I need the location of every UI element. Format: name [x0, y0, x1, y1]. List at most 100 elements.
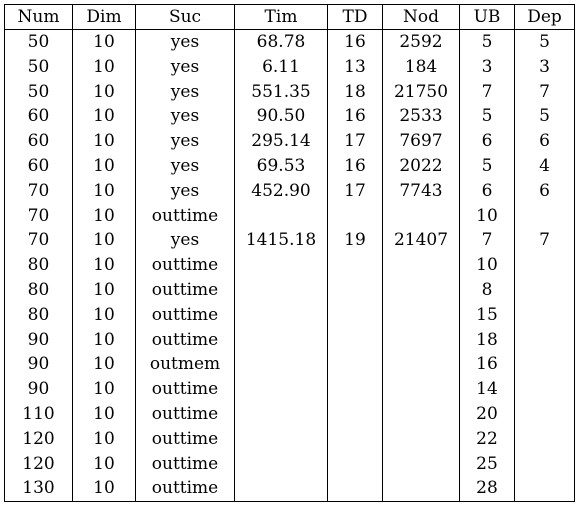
cell-suc: yes: [135, 79, 235, 105]
cell-suc: outtime: [135, 277, 235, 303]
cell-dep: [514, 426, 575, 452]
table-row: 60 10 yes 295.14 17 7697 6 6: [4, 129, 575, 154]
cell-ub: 15: [459, 302, 515, 328]
cell-td: [327, 352, 383, 378]
cell-tim: [234, 451, 328, 477]
cell-tim: [234, 352, 328, 378]
table-body: 50 10 yes 68.78 16 2592 5 5 50 10 yes 6.11 13 184 3 3 50…: [4, 29, 575, 503]
table-row: 50 10 yes 6.11 13 184 3 3: [4, 54, 575, 80]
cell-suc: outtime: [135, 302, 235, 328]
table-row: 120 10 outtime 22: [4, 426, 575, 452]
cell-suc: outtime: [135, 253, 235, 278]
cell-tim: [234, 203, 328, 229]
cell-ub: 5: [459, 29, 515, 55]
cell-num: 70: [4, 228, 73, 254]
cell-num: 80: [4, 277, 73, 303]
cell-ub: 10: [459, 253, 515, 278]
cell-num: 120: [4, 451, 73, 477]
cell-dim: 10: [72, 277, 136, 303]
table-row: 70 10 outtime 10: [4, 203, 575, 229]
cell-td: [327, 451, 383, 477]
cell-dim: 10: [72, 228, 136, 254]
cell-suc: yes: [135, 29, 235, 55]
cell-nod: 21407: [382, 228, 460, 254]
cell-tim: [234, 401, 328, 427]
table-row: 120 10 outtime 25: [4, 451, 575, 477]
cell-nod: [382, 302, 460, 328]
cell-td: [327, 327, 383, 353]
cell-ub: 8: [459, 277, 515, 303]
table-row: 60 10 yes 69.53 16 2022 5 4: [4, 153, 575, 179]
header-dim: Dim: [72, 4, 136, 30]
header-num: Num: [4, 4, 73, 30]
cell-nod: [382, 327, 460, 353]
cell-dep: [514, 401, 575, 427]
header-td: TD: [327, 4, 383, 30]
cell-ub: 18: [459, 327, 515, 353]
header-ub: UB: [459, 4, 515, 30]
cell-num: 70: [4, 203, 73, 229]
cell-nod: 184: [382, 54, 460, 80]
table-row: 110 10 outtime 20: [4, 401, 575, 427]
cell-suc: outtime: [135, 327, 235, 353]
cell-num: 70: [4, 178, 73, 204]
cell-num: 130: [4, 476, 73, 503]
cell-num: 80: [4, 253, 73, 278]
cell-suc: yes: [135, 153, 235, 179]
cell-dep: 7: [514, 228, 575, 254]
cell-num: 60: [4, 104, 73, 130]
cell-nod: [382, 426, 460, 452]
cell-tim: 6.11: [234, 54, 328, 80]
table-row: 80 10 outtime 15: [4, 302, 575, 328]
cell-dep: [514, 277, 575, 303]
table-row: 90 10 outtime 14: [4, 377, 575, 402]
cell-dim: 10: [72, 153, 136, 179]
cell-td: [327, 203, 383, 229]
table-row: 70 10 yes 452.90 17 7743 6 6: [4, 178, 575, 204]
cell-tim: [234, 302, 328, 328]
cell-nod: [382, 451, 460, 477]
cell-td: [327, 302, 383, 328]
cell-ub: 5: [459, 104, 515, 130]
cell-suc: yes: [135, 129, 235, 154]
cell-dep: [514, 302, 575, 328]
header-nod: Nod: [382, 4, 460, 30]
cell-ub: 5: [459, 153, 515, 179]
cell-suc: outtime: [135, 203, 235, 229]
cell-dim: 10: [72, 451, 136, 477]
cell-tim: [234, 377, 328, 402]
cell-suc: yes: [135, 54, 235, 80]
cell-ub: 20: [459, 401, 515, 427]
cell-ub: 16: [459, 352, 515, 378]
cell-num: 60: [4, 129, 73, 154]
cell-td: 19: [327, 228, 383, 254]
cell-ub: 25: [459, 451, 515, 477]
table-row: 50 10 yes 68.78 16 2592 5 5: [4, 29, 575, 55]
table-row: 80 10 outtime 8: [4, 277, 575, 303]
cell-suc: yes: [135, 104, 235, 130]
cell-dep: [514, 203, 575, 229]
cell-dim: 10: [72, 79, 136, 105]
cell-dim: 10: [72, 104, 136, 130]
cell-ub: 7: [459, 79, 515, 105]
cell-nod: 2592: [382, 29, 460, 55]
cell-td: [327, 426, 383, 452]
cell-dep: [514, 352, 575, 378]
cell-dim: 10: [72, 54, 136, 80]
cell-dep: 3: [514, 54, 575, 80]
cell-num: 90: [4, 377, 73, 402]
cell-suc: outtime: [135, 401, 235, 427]
cell-dep: 5: [514, 29, 575, 55]
cell-dim: 10: [72, 327, 136, 353]
cell-ub: 22: [459, 426, 515, 452]
cell-td: 17: [327, 129, 383, 154]
cell-tim: 69.53: [234, 153, 328, 179]
cell-ub: 14: [459, 377, 515, 402]
cell-td: [327, 277, 383, 303]
cell-dep: 6: [514, 178, 575, 204]
cell-ub: 3: [459, 54, 515, 80]
cell-ub: 6: [459, 178, 515, 204]
cell-nod: 7743: [382, 178, 460, 204]
cell-tim: 68.78: [234, 29, 328, 55]
cell-suc: outtime: [135, 377, 235, 402]
